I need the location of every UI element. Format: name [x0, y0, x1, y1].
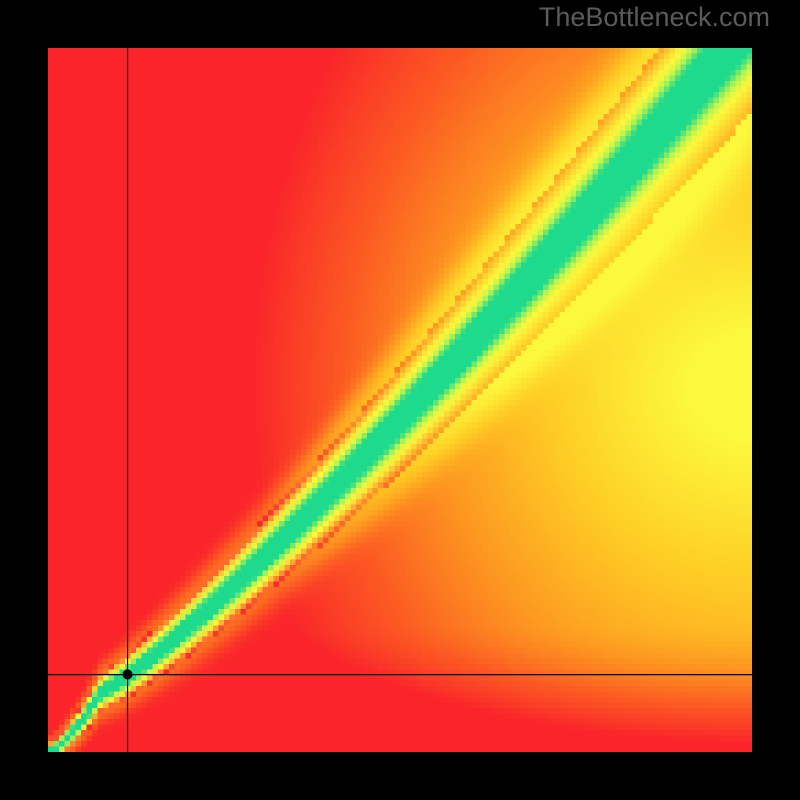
chart-container: TheBottleneck.com [0, 0, 800, 800]
watermark-text: TheBottleneck.com [539, 2, 770, 33]
overlay-canvas [48, 48, 752, 752]
